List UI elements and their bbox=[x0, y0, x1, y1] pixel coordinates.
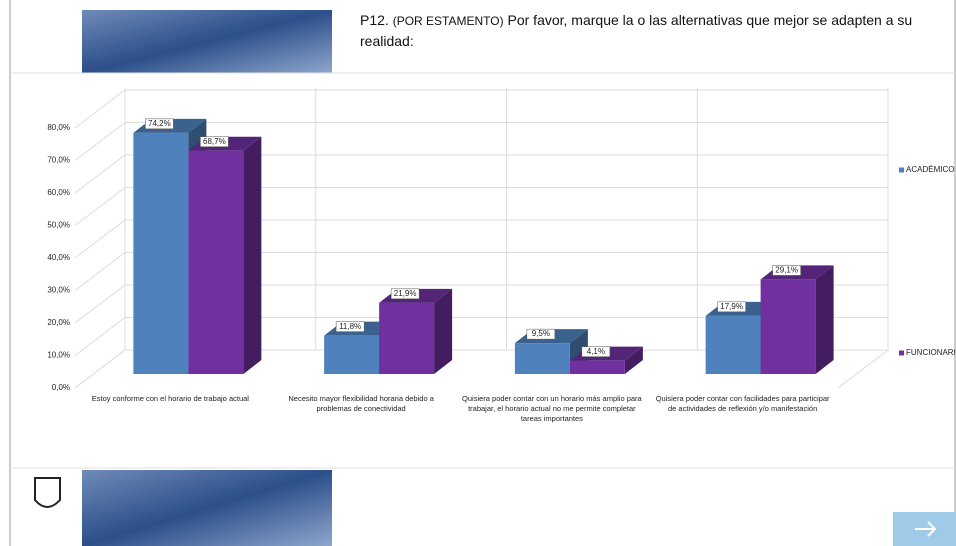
bar-side bbox=[243, 136, 262, 374]
bar bbox=[188, 150, 244, 374]
bar bbox=[133, 132, 189, 374]
value-label: 21,9% bbox=[394, 289, 417, 298]
next-arrow[interactable] bbox=[915, 521, 937, 537]
title-prefix: P12. bbox=[360, 12, 389, 28]
y-tick-label: 30,0% bbox=[47, 286, 70, 295]
grid-line bbox=[74, 89, 888, 129]
bar bbox=[379, 302, 435, 374]
logo bbox=[34, 477, 61, 508]
bar bbox=[514, 343, 570, 374]
value-label-box bbox=[772, 265, 801, 276]
x-tick-label: Necesito mayor flexibilidad horaria debi… bbox=[288, 394, 434, 413]
value-label-box bbox=[200, 136, 229, 147]
bar bbox=[705, 315, 761, 374]
title-tag: (POR ESTAMENTO) bbox=[392, 14, 504, 28]
grid-line bbox=[74, 252, 888, 291]
bar-side bbox=[815, 265, 834, 374]
value-label-box bbox=[526, 328, 556, 340]
grid-line bbox=[74, 187, 888, 226]
value-label-box bbox=[717, 301, 746, 313]
value-label: 11,8% bbox=[339, 322, 361, 331]
y-tick-label: 60,0% bbox=[47, 188, 70, 197]
grid-line bbox=[74, 122, 888, 161]
y-tick-label: 80,0% bbox=[47, 123, 70, 132]
legend-label: FUNCIONARIO bbox=[906, 348, 956, 357]
y-tick-label: 0,0% bbox=[52, 383, 70, 392]
bar bbox=[324, 335, 380, 374]
grid-line bbox=[74, 317, 888, 356]
legend-swatch bbox=[899, 350, 904, 356]
value-label: 29,1% bbox=[775, 266, 798, 275]
x-tick-label: Quisiera poder contar con un horario más… bbox=[462, 394, 642, 423]
grid-line bbox=[74, 219, 888, 259]
value-label: 9,5% bbox=[532, 329, 550, 338]
bar-side bbox=[624, 346, 643, 374]
y-tick-label: 70,0% bbox=[47, 156, 70, 165]
bar bbox=[760, 279, 816, 374]
bar-side bbox=[434, 288, 453, 374]
value-label-box bbox=[145, 118, 174, 130]
legend-swatch bbox=[899, 167, 904, 173]
value-label-box bbox=[335, 321, 365, 332]
slide-title: P12. (POR ESTAMENTO) Por favor, marque l… bbox=[360, 10, 920, 51]
title-text: Por favor, marque la o las alternativas … bbox=[360, 12, 913, 49]
grid-line bbox=[74, 284, 888, 324]
value-label: 68,7% bbox=[203, 137, 226, 146]
y-tick-label: 40,0% bbox=[47, 253, 70, 262]
header-photo bbox=[82, 10, 332, 73]
y-tick-label: 20,0% bbox=[47, 318, 70, 327]
x-tick-label: Estoy conforme con el horario de trabajo… bbox=[91, 394, 249, 403]
legend-label: ACADÉMICO bbox=[906, 165, 954, 174]
value-label: 17,9% bbox=[720, 302, 743, 311]
bar bbox=[569, 360, 625, 374]
value-label: 4,1% bbox=[587, 347, 605, 356]
value-label-box bbox=[390, 288, 420, 300]
value-label: 74,2% bbox=[148, 119, 171, 128]
y-tick-label: 50,0% bbox=[47, 221, 70, 230]
value-label-box bbox=[581, 346, 611, 357]
footer-photo bbox=[82, 470, 332, 546]
grid-line bbox=[74, 154, 888, 194]
y-tick-label: 10,0% bbox=[47, 351, 70, 360]
x-tick-label: Quisiera poder contar con facilidades pa… bbox=[655, 394, 830, 413]
